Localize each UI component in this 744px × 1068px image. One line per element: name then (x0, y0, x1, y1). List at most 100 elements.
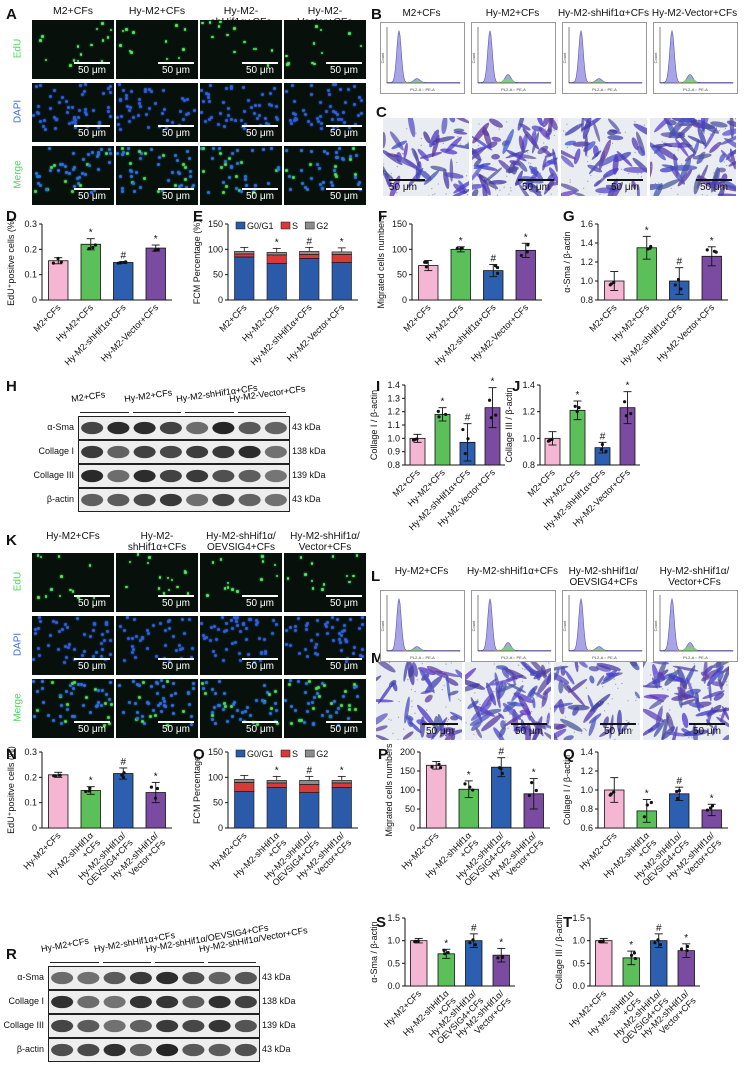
x-tick-label: Hy-M2-Vector+CFs (469, 302, 531, 364)
wb-group-line (132, 412, 181, 413)
bar-segment (331, 787, 352, 829)
data-point (499, 767, 503, 771)
significance-mark: # (120, 250, 126, 261)
data-point (575, 409, 579, 414)
bar-segment (299, 258, 320, 301)
scale-bar: 50 μm (158, 595, 194, 609)
wb-group-line (207, 962, 256, 963)
fcm-histogram: PL2-A :: PE-A Count (653, 22, 738, 94)
data-point (471, 788, 475, 792)
y-tick-label: 0.9 (387, 447, 400, 457)
bar-segment (266, 254, 287, 264)
panel-letter-r: R (6, 946, 17, 963)
scale-bar: 50 μm (242, 595, 278, 609)
y-tick-label: 0 (218, 295, 223, 305)
legend-swatch (235, 221, 246, 230)
y-axis-label: Migrated cells numbers (384, 743, 394, 837)
data-point (153, 248, 157, 252)
data-point (599, 447, 604, 452)
data-point (93, 243, 98, 247)
scale-bar: 50 μm (158, 188, 194, 202)
fcm-title: M2+CFs (402, 8, 441, 19)
panel-letter-a: A (6, 6, 17, 23)
panel-letter-l: L (371, 568, 381, 585)
fcm-histogram: PL2-A :: PE-A Count (562, 590, 647, 662)
data-point (471, 938, 475, 942)
group-title: M2+CFs (53, 5, 93, 17)
significance-mark: # (676, 776, 682, 787)
x-tick-label: Hy-M2-shHif1α+CFs (249, 302, 314, 367)
wb-kda-label: 139 kDa (292, 470, 326, 480)
bar-segment (266, 252, 287, 256)
bar-segment (234, 791, 255, 829)
data-point (461, 427, 465, 432)
significance-mark: # (498, 747, 504, 758)
wb-kda-label: 43 kDa (292, 494, 321, 504)
x-tick-label: M2+CFs (31, 302, 63, 334)
significance-mark: # (120, 757, 126, 768)
group-title: Hy-M2-shHif1α/ OEVSIG4+CFs (206, 531, 276, 553)
bar (80, 243, 101, 301)
data-point (673, 283, 677, 287)
bar (434, 413, 451, 466)
wb-row-label: α-Sma (17, 972, 44, 982)
stain-label: DAPI (12, 632, 24, 656)
y-tick-label: 1.0 (572, 936, 585, 946)
data-point (84, 789, 88, 794)
microscopy-image: 50 μm (284, 83, 366, 142)
significance-mark: * (89, 776, 93, 787)
x-tick-label: Hy-M2-shHif1α+CFs (63, 302, 128, 367)
svg-text:PL2-A :: PE-A: PL2-A :: PE-A (683, 87, 708, 92)
microscopy-image: 50 μm (284, 146, 366, 205)
wb-row-label: Collage III (33, 470, 74, 480)
x-tick-label: Hy-M2-shHif1α+CFs (433, 302, 498, 367)
bar (450, 248, 471, 301)
x-tick-label: M2+CFs (401, 302, 433, 334)
significance-mark: # (490, 254, 496, 265)
bar-segment (266, 787, 287, 829)
wb-band-strip (78, 464, 290, 488)
chart-g: 0.8 1.0 1.2 1.4 1.6 α-Sma / β-actin M2+CFs * Hy-… (562, 219, 728, 367)
panel-letter-i: I (376, 378, 381, 395)
transwell-image: 50 μm (554, 662, 640, 740)
data-point (608, 283, 612, 287)
data-point (51, 261, 55, 265)
scale-bar: 50 μm (389, 179, 425, 193)
microscopy-image: 50 μm (32, 679, 114, 738)
data-point (443, 952, 447, 956)
y-tick-label: 50 (213, 798, 223, 808)
scale-bar: 50 μm (74, 595, 110, 609)
wb-kda-label: 139 kDa (262, 1020, 296, 1030)
scale-bar: 50 μm (158, 721, 194, 735)
legend-swatch (280, 749, 291, 758)
y-tick-label: 1.3 (387, 393, 400, 403)
scale-bar: 50 μm (326, 62, 362, 76)
svg-text:Count: Count (381, 620, 385, 632)
significance-mark: # (600, 431, 606, 442)
microscopy-image: 50 μm (32, 553, 114, 612)
y-axis-label: FCM Percentage (%) (192, 220, 202, 305)
scale-bar: 50 μm (158, 62, 194, 76)
significance-mark: * (89, 228, 93, 239)
data-point (91, 245, 95, 250)
panel-letter-o: O (193, 746, 205, 763)
wb-row-label: Collage III (3, 1020, 44, 1030)
bar-segment (299, 784, 320, 793)
y-tick-label: 1.4 (580, 238, 593, 248)
scale-bar: 50 μm (74, 125, 110, 139)
microscopy-image: 50 μm (284, 553, 366, 612)
significance-mark: * (154, 234, 158, 245)
data-point (550, 437, 554, 442)
wb-row-label: β-actin (46, 494, 74, 504)
data-point (59, 260, 63, 264)
bar-segment (234, 253, 255, 258)
y-tick-label: 0.8 (580, 804, 593, 814)
y-tick-label: 1.1 (387, 420, 400, 430)
microscopy-image: 50 μm (32, 20, 114, 79)
y-tick-label: 0.2 (24, 244, 37, 254)
y-axis-label: Migrated cells numbers (376, 215, 386, 309)
data-point (600, 442, 604, 447)
significance-mark: * (491, 377, 495, 388)
y-tick-label: 1.0 (580, 785, 593, 795)
wb-row-label: α-Sma (47, 422, 74, 432)
